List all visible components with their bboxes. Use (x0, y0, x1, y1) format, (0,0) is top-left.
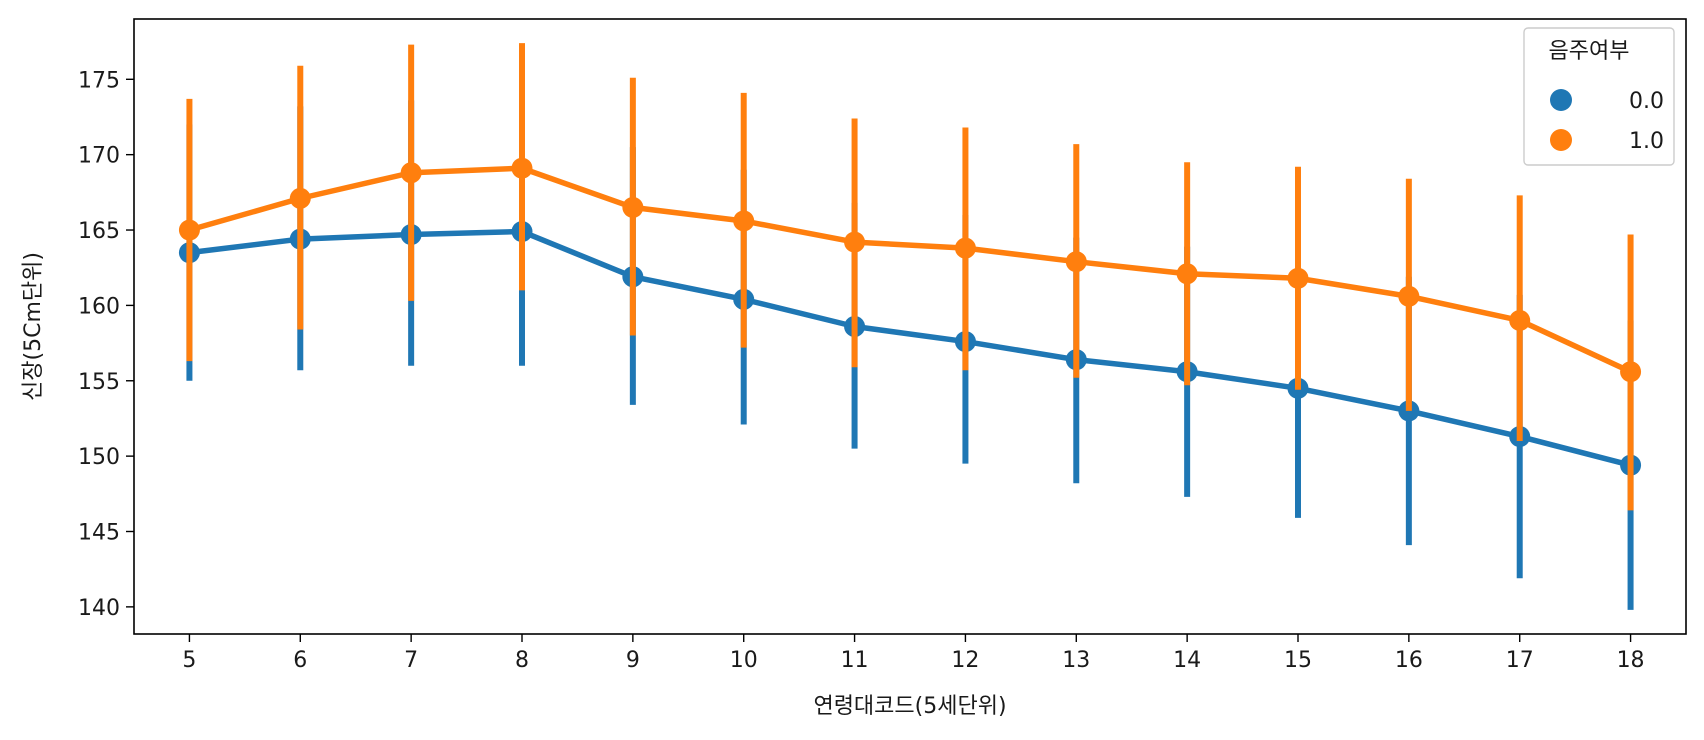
data-point (1509, 309, 1531, 331)
x-axis-ticks: 5 6 7 8 9 10 11 12 13 14 15 16 17 18 (182, 634, 1645, 673)
data-point (511, 157, 533, 179)
x-tick-label: 14 (1173, 648, 1201, 673)
series-0.0 (178, 94, 1642, 610)
legend-marker (1550, 89, 1572, 111)
data-point (733, 210, 755, 232)
data-point (1287, 267, 1309, 289)
legend-marker (1550, 129, 1572, 151)
y-tick-label: 140 (78, 596, 120, 621)
data-point (1620, 361, 1642, 383)
legend-title: 음주여부 (1549, 39, 1630, 64)
series-line (188, 165, 1632, 375)
series-1.0 (178, 43, 1642, 511)
x-tick-label: 8 (515, 648, 529, 673)
x-tick-label: 10 (730, 648, 758, 673)
y-tick-label: 165 (78, 219, 120, 244)
data-point (400, 162, 422, 184)
x-tick-label: 5 (182, 648, 196, 673)
x-tick-label: 6 (293, 648, 307, 673)
data-point (1176, 263, 1198, 285)
x-tick-label: 13 (1062, 648, 1090, 673)
x-tick-label: 16 (1395, 648, 1423, 673)
y-axis-label: 신장(5Cm단위) (21, 252, 46, 401)
legend-label: 1.0 (1629, 129, 1664, 154)
y-tick-label: 145 (78, 521, 120, 546)
y-tick-label: 155 (78, 370, 120, 395)
series-line (189, 228, 1632, 468)
legend: 음주여부 0.0 1.0 (1523, 27, 1675, 166)
data-point (844, 231, 866, 253)
x-axis-label: 연령대코드(5세단위) (813, 694, 1006, 719)
x-tick-label: 12 (951, 648, 979, 673)
y-axis-ticks: 140 145 150 155 160 165 170 175 (78, 68, 134, 621)
y-tick-label: 150 (78, 445, 120, 470)
x-tick-label: 11 (841, 648, 869, 673)
x-tick-label: 18 (1617, 648, 1645, 673)
plot-marks (178, 43, 1642, 610)
data-point (178, 219, 200, 241)
y-tick-label: 175 (78, 68, 120, 93)
y-tick-label: 170 (78, 144, 120, 169)
data-point (622, 196, 644, 218)
legend-label: 0.0 (1629, 89, 1664, 114)
x-tick-label: 15 (1284, 648, 1312, 673)
data-point (954, 237, 976, 259)
y-tick-label: 160 (78, 294, 120, 319)
x-tick-label: 9 (626, 648, 640, 673)
plot-frame (133, 18, 1687, 635)
data-point (289, 187, 311, 209)
x-tick-label: 17 (1506, 648, 1534, 673)
data-point (1398, 285, 1420, 307)
x-tick-label: 7 (404, 648, 418, 673)
data-point (1065, 251, 1087, 273)
